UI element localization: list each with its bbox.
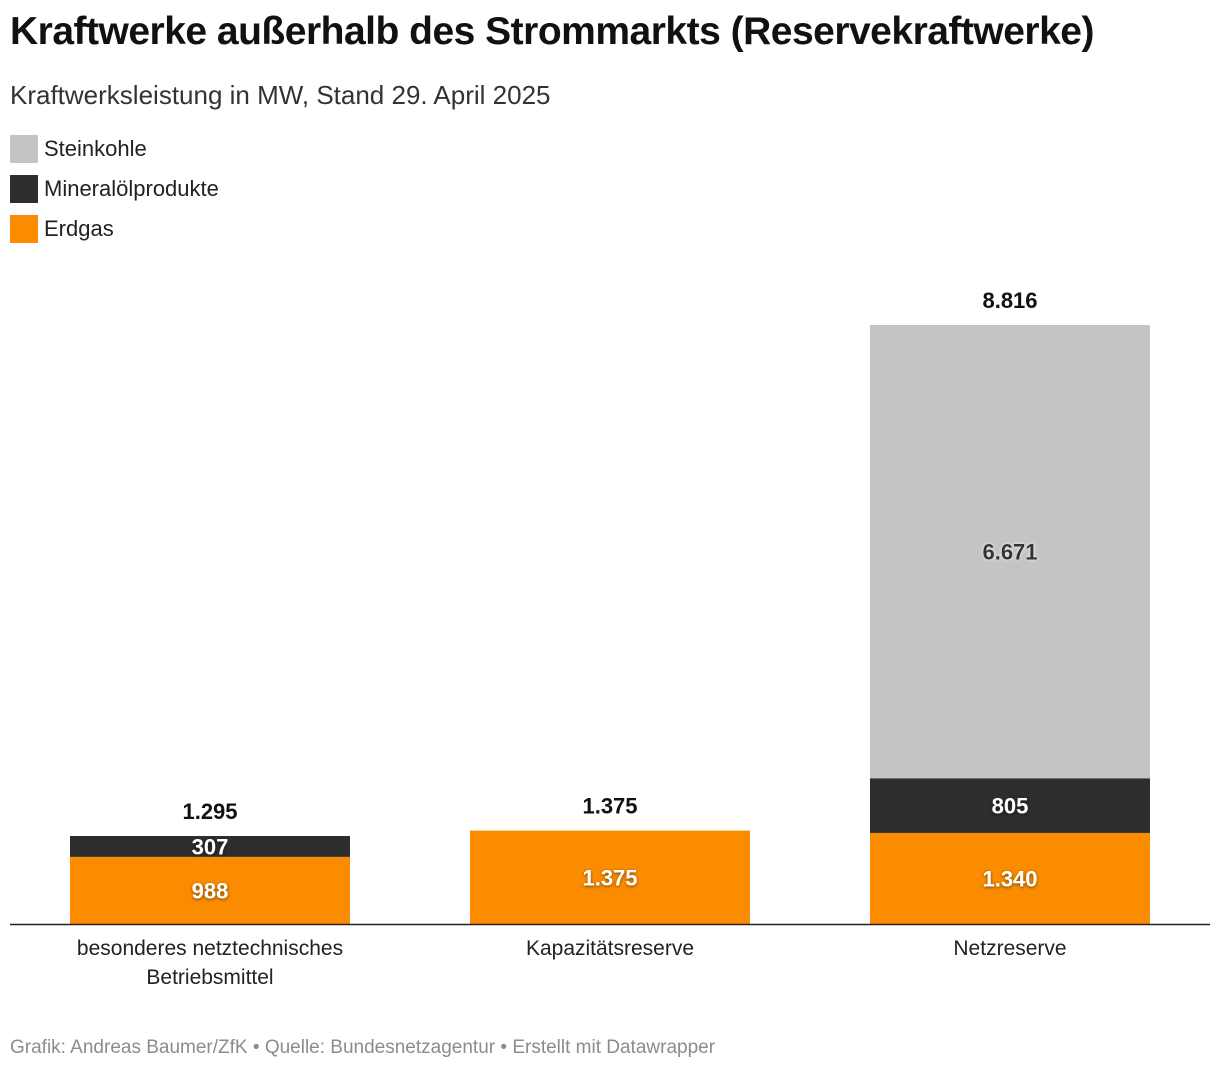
legend-label-erdgas: Erdgas xyxy=(44,216,114,241)
legend-item-steinkohle: Steinkohle xyxy=(10,135,219,163)
data-label-erdgas-1: 988 xyxy=(192,878,229,903)
category-label-1-line-2: Betriebsmittel xyxy=(146,966,273,989)
chart-title: Kraftwerke außerhalb des Strommarkts (Re… xyxy=(10,10,1094,53)
bar-segment-steinkohle-3 xyxy=(870,325,1150,779)
total-label-2: 1.375 xyxy=(582,794,637,819)
footer-tool: Erstellt mit Datawrapper xyxy=(512,1037,716,1058)
bar-segment-erdgas-1 xyxy=(70,856,350,924)
category-label-1-line-1: besonderes netztechnisches xyxy=(77,937,343,960)
total-label-1: 1.295 xyxy=(182,799,237,824)
total-label-3: 8.816 xyxy=(982,288,1037,313)
legend-item-mineraloelprodukte: Mineralölprodukte xyxy=(10,175,219,203)
bar-segment-erdgas-3 xyxy=(870,832,1150,924)
legend-label-mineraloelprodukte: Mineralölprodukte xyxy=(44,176,219,201)
footer-source: Quelle: Bundesnetzagentur xyxy=(264,1037,496,1058)
data-label-mineraloelprodukte-1: 307 xyxy=(192,834,229,859)
bar-segment-erdgas-2 xyxy=(470,830,750,924)
legend-swatch-steinkohle xyxy=(10,135,38,163)
legend: Steinkohle Mineralölprodukte Erdgas xyxy=(10,135,219,255)
legend-item-erdgas: Erdgas xyxy=(10,215,219,243)
footer: Grafik: Andreas Baumer/ZfK • Quelle: Bun… xyxy=(10,1037,715,1059)
legend-swatch-mineraloelprodukte xyxy=(10,175,38,203)
bar-segment-mineraloelprodukte-3 xyxy=(870,778,1150,833)
data-label-mineraloelprodukte-3: 805 xyxy=(992,794,1029,819)
footer-separator-1: • xyxy=(247,1037,265,1058)
data-label-steinkohle-3: 6.671 xyxy=(982,540,1037,565)
chart-subtitle: Kraftwerksleistung in MW, Stand 29. Apri… xyxy=(10,80,551,110)
legend-label-steinkohle: Steinkohle xyxy=(44,136,147,161)
footer-separator-2: • xyxy=(495,1037,513,1058)
bar-segment-mineraloelprodukte-1 xyxy=(70,836,350,857)
legend-swatch-erdgas xyxy=(10,215,38,243)
category-label-2: Kapazitätsreserve xyxy=(526,937,694,960)
data-label-erdgas-3: 1.340 xyxy=(982,866,1037,891)
footer-credit: Grafik: Andreas Baumer/ZfK xyxy=(10,1037,248,1058)
data-label-erdgas-2: 1.375 xyxy=(582,865,637,890)
category-label-3: Netzreserve xyxy=(953,937,1066,960)
